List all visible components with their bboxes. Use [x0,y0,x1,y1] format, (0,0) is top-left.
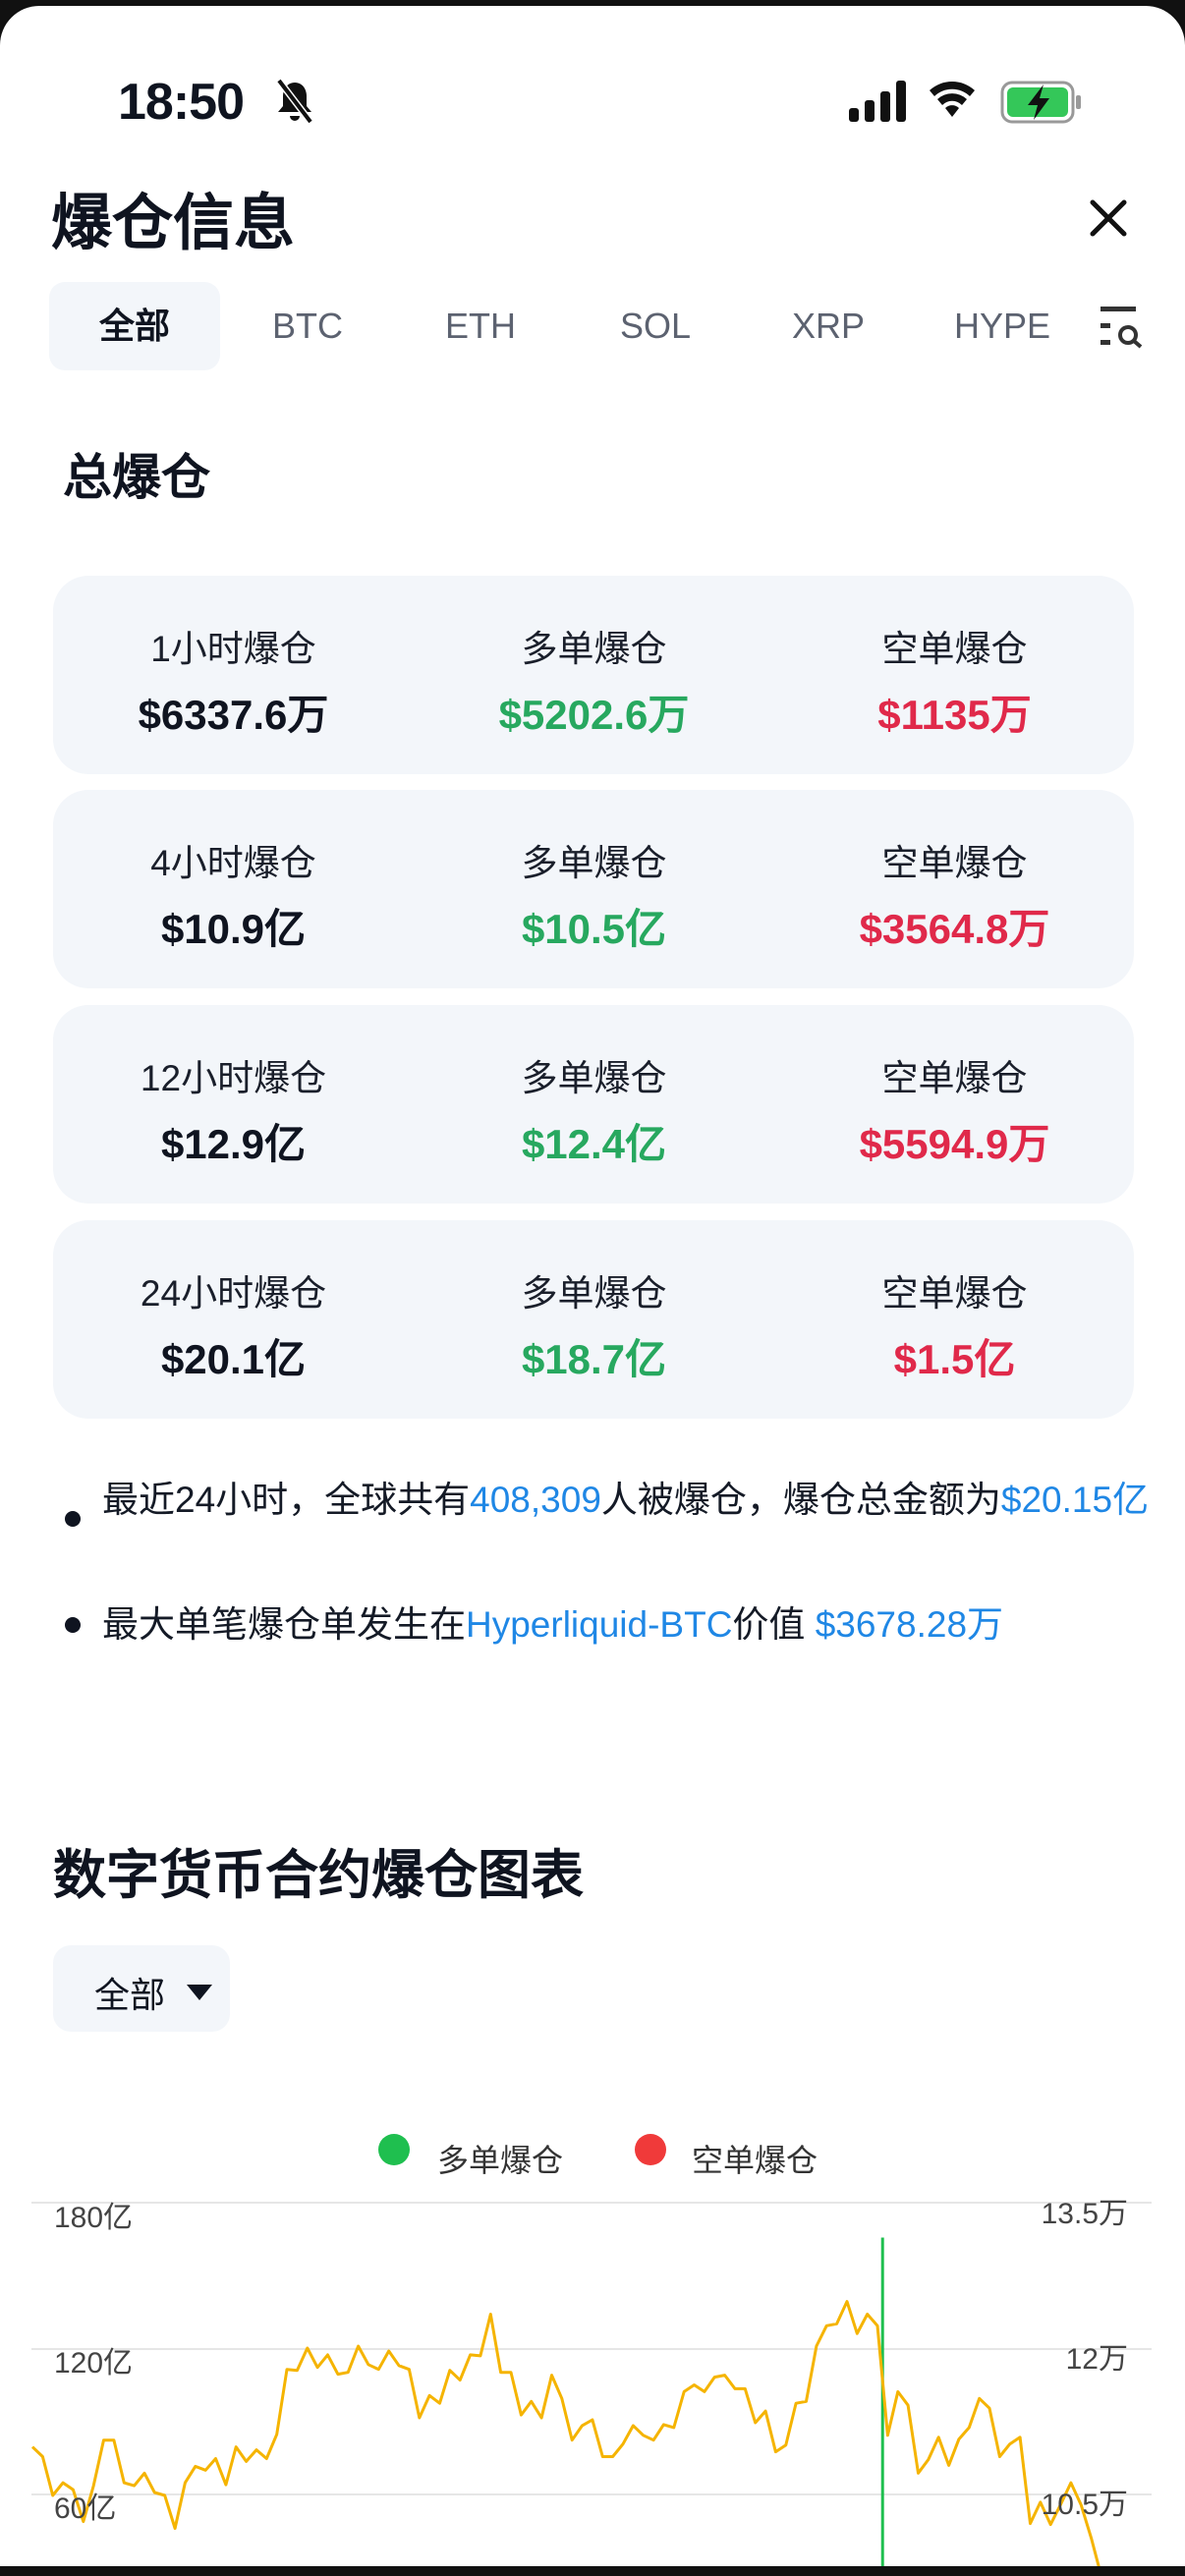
legend-short[interactable]: 空单爆仓 [692,2143,818,2178]
tab-eth[interactable]: ETH [445,306,516,346]
signal-icon [849,81,906,122]
screen-bottom-edge [0,2566,1185,2576]
card-label: 空单爆仓 [881,1273,1028,1314]
right-axis-tick: 13.5万 [1041,2198,1128,2230]
card-value: $1.5亿 [893,1336,1016,1382]
venue-link[interactable]: Hyperliquid-BTC [466,1604,733,1645]
note-24h-summary: 最近24小时，全球共有408,309人被爆仓，爆仓总金额为$20.15亿 [102,1476,1163,1525]
total-column: 24小时爆仓 $20.1亿 [53,1220,414,1419]
chart-section-title: 数字货币合约爆仓图表 [53,1846,584,1905]
right-axis-tick: 10.5万 [1041,2489,1128,2521]
wifi-icon [930,82,975,117]
card-label: 空单爆仓 [881,1058,1028,1098]
tab-sol[interactable]: SOL [619,306,692,346]
card-label: 多单爆仓 [521,1058,667,1098]
tab-xrp[interactable]: XRP [791,306,866,346]
card-value: $5594.9万 [859,1121,1050,1167]
total-column: 4小时爆仓 $10.9亿 [53,790,414,988]
card-label: 1小时爆仓 [150,629,316,669]
liquidation-card: 12小时爆仓 $12.9亿 多单爆仓 $12.4亿 空单爆仓 $5594.9万 [53,1005,1134,1204]
long-column: 多单爆仓 $10.5亿 [414,790,774,988]
bullet-dot [65,1511,81,1527]
total-column: 1小时爆仓 $6337.6万 [53,576,414,774]
bell-slash-icon [276,78,313,125]
card-value: $12.4亿 [521,1121,667,1167]
card-value: $12.9亿 [160,1121,307,1167]
note-text: 价值 [732,1604,816,1645]
short-column: 空单爆仓 $1.5亿 [774,1220,1135,1419]
liquidated-count: 408,309 [470,1480,601,1520]
liquidation-card: 4小时爆仓 $10.9亿 多单爆仓 $10.5亿 空单爆仓 $3564.8万 [53,790,1134,988]
card-value: $10.5亿 [521,906,667,952]
largest-amount: $3678.28万 [815,1604,1004,1645]
tab-hype[interactable]: HYPE [953,306,1051,346]
page-title: 爆仓信息 [51,190,296,257]
card-value: $20.1亿 [160,1336,307,1382]
card-value: $18.7亿 [521,1336,667,1382]
card-label: 4小时爆仓 [150,843,316,883]
card-value: $3564.8万 [859,906,1050,952]
right-axis-tick: 12万 [1065,2343,1128,2376]
total-amount: $20.15亿 [1000,1480,1150,1520]
tab-all[interactable]: 全部 [49,282,220,370]
list-search-icon[interactable] [1097,303,1146,350]
liquidation-chart [30,2202,1152,2566]
legend-long-dot [378,2134,410,2165]
long-column: 多单爆仓 $18.7亿 [414,1220,774,1419]
price-line [30,2300,1100,2566]
caret-down-icon [187,1985,212,2000]
dropdown-value: 全部 [94,1975,166,2015]
battery-charging-icon [1000,81,1081,124]
legend-long[interactable]: 多单爆仓 [437,2143,564,2178]
left-axis-tick: 60亿 [54,2492,117,2525]
card-value: $6337.6万 [138,692,329,738]
card-label: 多单爆仓 [521,843,667,883]
status-time: 18:50 [118,74,245,131]
left-axis-tick: 120亿 [54,2347,134,2380]
card-label: 空单爆仓 [881,843,1028,883]
liquidation-card: 1小时爆仓 $6337.6万 多单爆仓 $5202.6万 空单爆仓 $1135万 [53,576,1134,774]
card-value: $1135万 [877,692,1032,738]
liquidation-sheet: 18:50 爆仓信息 全部 BTC ETH SOL XRP HYPE 总爆仓 1… [0,6,1185,2566]
short-column: 空单爆仓 $3564.8万 [774,790,1135,988]
card-label: 空单爆仓 [881,629,1028,669]
card-value: $5202.6万 [498,692,690,738]
long-liquidation-bar [880,2237,884,2566]
bullet-dot [65,1617,81,1633]
tab-btc[interactable]: BTC [272,306,343,346]
liquidation-card: 24小时爆仓 $20.1亿 多单爆仓 $18.7亿 空单爆仓 $1.5亿 [53,1220,1134,1419]
note-text: 最近24小时，全球共有 [102,1480,471,1520]
card-label: 多单爆仓 [521,629,667,669]
legend-short-dot [635,2134,666,2165]
card-value: $10.9亿 [160,906,307,952]
coin-filter-dropdown[interactable]: 全部 [53,1945,230,2032]
long-column: 多单爆仓 $5202.6万 [414,576,774,774]
close-icon[interactable] [1081,191,1136,246]
left-axis-tick: 180亿 [54,2202,134,2234]
card-label: 24小时爆仓 [140,1273,327,1314]
card-label: 多单爆仓 [521,1273,667,1314]
long-column: 多单爆仓 $12.4亿 [414,1005,774,1204]
note-text: 人被爆仓，爆仓总金额为 [600,1480,1001,1520]
note-largest-order: 最大单笔爆仓单发生在Hyperliquid-BTC价值 $3678.28万 [102,1600,1163,1650]
card-label: 12小时爆仓 [140,1058,327,1098]
short-column: 空单爆仓 $5594.9万 [774,1005,1135,1204]
note-text: 最大单笔爆仓单发生在 [102,1604,466,1645]
total-liquidation-heading: 总爆仓 [63,450,210,505]
short-column: 空单爆仓 $1135万 [774,576,1135,774]
total-column: 12小时爆仓 $12.9亿 [53,1005,414,1204]
